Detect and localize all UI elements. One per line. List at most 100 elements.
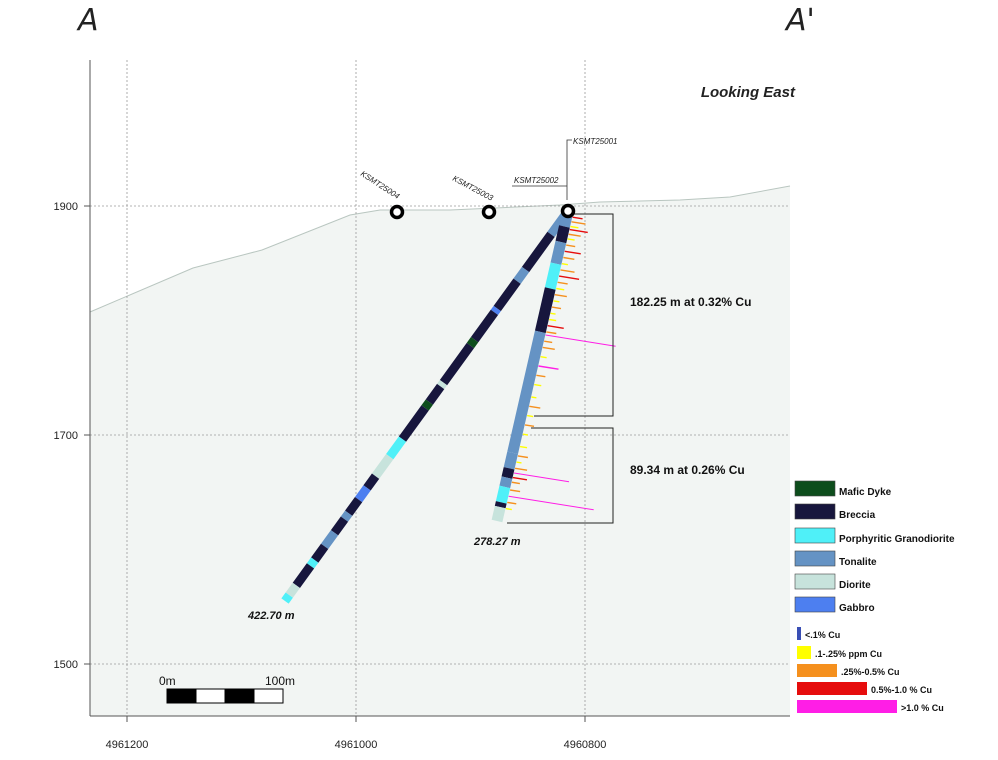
assay-bar: [522, 433, 528, 436]
assay-bar: [560, 269, 575, 273]
assay-bar: [531, 396, 537, 399]
legend-label: Tonalite: [839, 557, 877, 568]
axis-frame: [89, 60, 790, 717]
hole-segment: [281, 592, 293, 604]
northing-label-4960800: 4960800: [564, 739, 607, 751]
assay-bar: [545, 334, 616, 347]
legend-swatch: [794, 550, 836, 567]
legend-label: Gabbro: [839, 603, 875, 614]
legend-label: Porphyritic Granodiorite: [839, 534, 955, 545]
interval-label-1: 182.25 m at 0.32% Cu: [630, 295, 751, 309]
legend-label: .25%-0.5% Cu: [841, 667, 900, 677]
hole-segment: [437, 379, 448, 390]
hole-segment: [503, 451, 518, 470]
legend-swatch: [794, 503, 836, 520]
assay-bar: [567, 238, 575, 241]
end-depth-left-hole: 422.70 m: [247, 610, 295, 622]
drillhole-trace-ksmt25004: [281, 208, 572, 604]
assay-bar: [542, 346, 555, 351]
legend-label: Mafic Dyke: [839, 487, 892, 498]
assay-bar: [505, 507, 512, 511]
elevation-label-1900: 1900: [54, 201, 78, 213]
hole-segment: [354, 485, 371, 503]
assay-bar: [511, 481, 520, 485]
legend-grade: <.1% Cu .1-.25% ppm Cu .25%-0.5% Cu 0.5%-1.…: [797, 627, 944, 713]
hole-label-ksmt25004: KSMT25004: [359, 169, 402, 201]
assay-bar: [561, 263, 569, 266]
legend-label: .1-.25% ppm Cu: [815, 649, 882, 659]
assay-bar: [527, 414, 534, 418]
hole-segment: [501, 467, 515, 479]
grid: [90, 60, 790, 716]
hole-segment: [493, 278, 521, 312]
hole-segment: [507, 330, 546, 455]
hole-segment: [491, 505, 506, 523]
hole-segment: [292, 563, 315, 589]
assay-bar: [509, 489, 521, 493]
interval-bracket-2: [507, 427, 614, 524]
assay-bar: [550, 312, 556, 315]
hole-segment: [398, 405, 429, 442]
terrain-fill: [90, 186, 790, 716]
assay-bar: [516, 461, 522, 464]
collar-ksmt25004: [389, 204, 405, 220]
interval-bracket-1: [534, 213, 614, 417]
hole-segment: [425, 383, 445, 405]
northing-axis: [126, 716, 586, 722]
assay-bar: [534, 383, 542, 387]
hole-segment: [345, 496, 363, 516]
hole-segment: [311, 543, 329, 563]
assay-bar: [512, 476, 528, 481]
hole-segment: [550, 240, 567, 265]
interval-label-2: 89.34 m at 0.26% Cu: [630, 463, 745, 477]
hole-segment: [386, 436, 407, 460]
assay-bar: [554, 294, 567, 298]
hole-label-ksmt25002: KSMT25002: [514, 176, 559, 185]
scale-bar-end-label: 100m: [265, 674, 295, 688]
assay-bar: [572, 216, 583, 220]
assay-bar: [546, 331, 557, 335]
hole-segment: [421, 399, 433, 411]
legend-swatch: [797, 700, 897, 713]
hole-segment: [499, 476, 513, 489]
hole-segment: [521, 231, 555, 273]
northing-label-4961200: 4961200: [106, 739, 149, 751]
hole-label-ksmt25001: KSMT25001: [573, 137, 617, 146]
hole-segment: [494, 501, 507, 509]
assay-bar: [558, 275, 580, 280]
legend-swatch: [797, 627, 801, 640]
assay-bar: [517, 455, 529, 459]
view-direction-label: Looking East: [701, 84, 796, 101]
drillhole-trace-ksmt25001: [491, 209, 574, 523]
assay-bar: [507, 501, 517, 505]
hole-segment: [371, 454, 394, 479]
legend-label: >1.0 % Cu: [901, 703, 944, 713]
assay-bar: [544, 340, 553, 344]
assay-bar: [571, 221, 586, 225]
hole-segment: [340, 510, 353, 522]
assay-bar: [570, 225, 579, 229]
legend-label: Diorite: [839, 580, 871, 591]
hole-segment: [495, 485, 511, 504]
hole-segment: [285, 582, 300, 598]
hole-segment: [544, 262, 562, 290]
assay-bar: [549, 318, 557, 322]
elevation-axis: [84, 205, 90, 665]
topography-line: [89, 185, 791, 313]
legend-swatch: [797, 682, 867, 695]
hole-segment: [320, 530, 339, 550]
assay-bar: [556, 287, 565, 291]
legend-label: <.1% Cu: [805, 630, 840, 640]
legend-swatch: [797, 664, 837, 677]
legend-swatch: [794, 596, 836, 613]
collar-ksmt25003: [481, 204, 497, 220]
assay-bar: [557, 281, 568, 285]
assay-bar: [529, 405, 541, 409]
hole-segment: [555, 225, 570, 244]
hole-label-leaders: [512, 139, 572, 200]
hole-segment: [470, 309, 499, 343]
collars: [389, 203, 576, 220]
assay-histogram: [505, 216, 616, 511]
legend-label: Breccia: [839, 510, 876, 521]
